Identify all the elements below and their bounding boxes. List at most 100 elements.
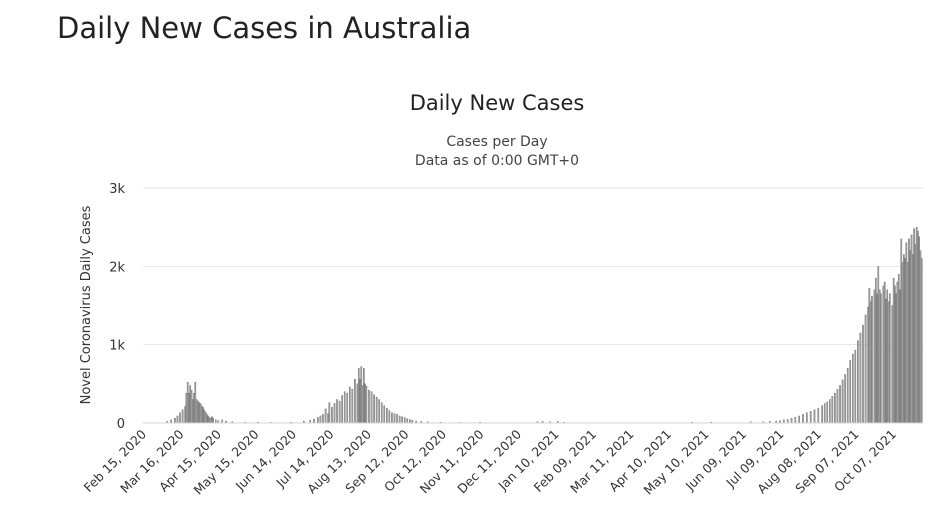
bar xyxy=(910,234,913,424)
bar xyxy=(909,250,912,424)
bar xyxy=(806,412,808,424)
page-title: Daily New Cases in Australia xyxy=(57,11,472,45)
bar xyxy=(380,402,383,424)
chart-subtitle-data-as-of: Data as of 0:00 GMT+0 xyxy=(415,153,579,169)
bar xyxy=(200,405,203,424)
bar xyxy=(869,301,872,424)
y-tick-label: 2k xyxy=(109,260,125,275)
bar xyxy=(349,386,351,424)
bar xyxy=(877,266,880,424)
bars xyxy=(166,226,923,424)
bar xyxy=(794,416,797,424)
bar xyxy=(831,396,834,424)
bar xyxy=(887,301,890,424)
bar xyxy=(324,408,327,424)
bar xyxy=(313,418,315,424)
bar xyxy=(386,407,388,424)
bar xyxy=(346,393,349,424)
bar xyxy=(364,383,366,424)
bar xyxy=(854,349,857,424)
bar xyxy=(864,314,867,424)
bar xyxy=(905,242,908,424)
bar xyxy=(185,393,188,424)
bar xyxy=(839,385,841,424)
bar xyxy=(396,414,398,424)
bar xyxy=(901,262,904,424)
bar xyxy=(894,285,896,424)
bar xyxy=(336,399,338,424)
bar xyxy=(918,236,920,424)
bar xyxy=(834,393,836,424)
bar xyxy=(186,382,189,424)
bar xyxy=(333,403,336,424)
bar xyxy=(378,399,380,424)
bar xyxy=(189,385,192,424)
bar xyxy=(359,378,361,424)
bar xyxy=(899,289,901,424)
bar xyxy=(857,340,859,424)
bar xyxy=(188,393,190,424)
bar xyxy=(823,403,826,424)
bar xyxy=(829,399,831,424)
bar xyxy=(199,403,202,424)
bar xyxy=(194,382,197,424)
bar xyxy=(184,406,186,424)
bar xyxy=(867,306,869,424)
bar xyxy=(208,417,211,424)
bar xyxy=(900,238,903,424)
bar xyxy=(356,383,359,424)
bar xyxy=(895,293,897,424)
bar xyxy=(343,391,346,424)
bar xyxy=(862,324,864,424)
x-tick-label: May 15, 2020 xyxy=(191,426,262,497)
bar xyxy=(883,281,886,424)
bar xyxy=(790,418,793,424)
bar xyxy=(212,418,214,424)
bar xyxy=(206,414,208,424)
bar xyxy=(317,417,319,424)
bar xyxy=(903,254,905,424)
bar xyxy=(891,305,894,424)
bar xyxy=(906,262,909,424)
bar xyxy=(878,289,881,424)
bar xyxy=(809,411,812,424)
bar xyxy=(383,405,386,424)
y-axis-label: Novel Coronavirus Daily Cases xyxy=(79,205,94,404)
bar xyxy=(341,395,343,424)
bar xyxy=(786,419,789,424)
bar xyxy=(204,411,207,424)
bar xyxy=(322,414,324,424)
bar xyxy=(896,281,899,424)
bar xyxy=(176,415,179,424)
bar xyxy=(328,402,331,424)
bar xyxy=(203,409,206,424)
bar xyxy=(373,394,375,424)
bar xyxy=(914,244,917,424)
bar xyxy=(817,407,820,424)
bar xyxy=(813,409,816,424)
bar xyxy=(375,396,378,424)
bar xyxy=(368,389,370,424)
bar xyxy=(357,367,360,424)
y-tick-label: 1k xyxy=(109,339,125,354)
bar xyxy=(403,417,406,424)
bar xyxy=(409,419,411,424)
bar xyxy=(882,285,885,424)
bar xyxy=(859,332,862,424)
bar xyxy=(868,288,871,424)
bar xyxy=(798,415,800,424)
bar xyxy=(351,389,354,424)
bar xyxy=(876,293,878,424)
bar xyxy=(361,385,364,424)
bar xyxy=(852,353,854,424)
bar xyxy=(370,391,373,424)
bar xyxy=(880,293,882,424)
bar xyxy=(908,238,910,424)
y-tick-label: 3k xyxy=(109,182,125,197)
bar xyxy=(181,409,184,424)
bar xyxy=(327,413,329,424)
y-tick-label: 0 xyxy=(117,417,125,432)
bar xyxy=(892,277,895,424)
bar xyxy=(912,254,914,424)
